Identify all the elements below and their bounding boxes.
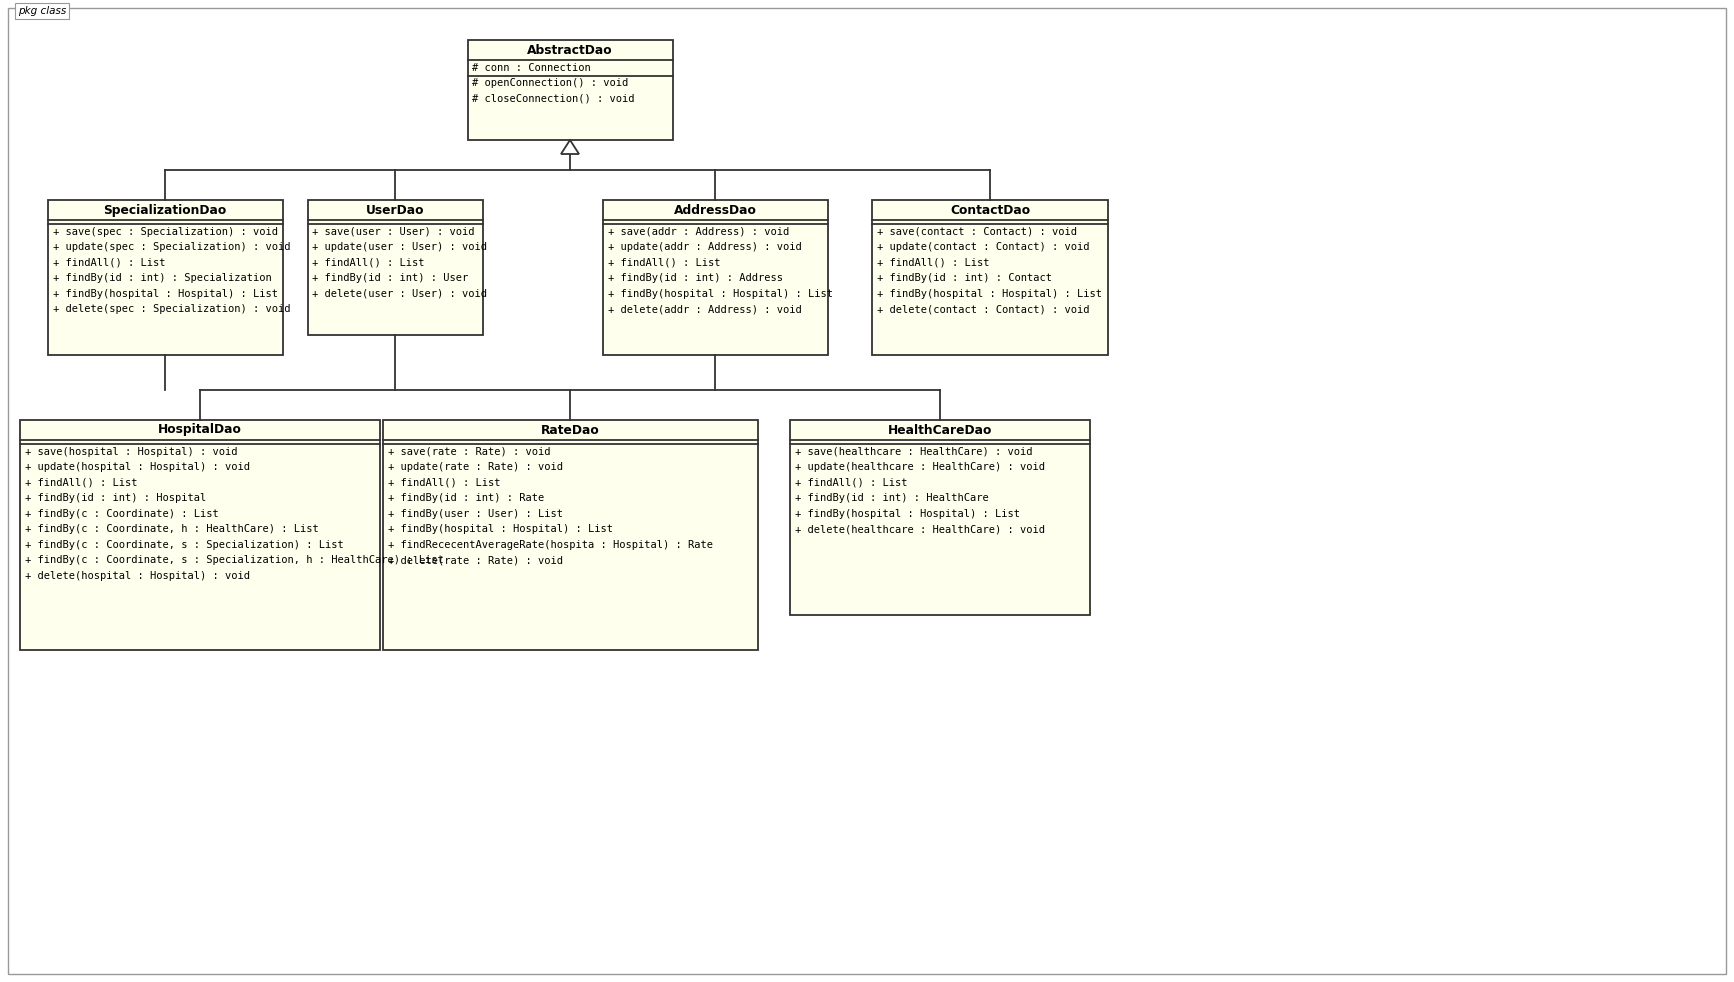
Text: + save(user : User) : void: + save(user : User) : void — [312, 227, 475, 237]
Bar — [872, 200, 1108, 355]
Text: + findRececentAverageRate(hospita : Hospital) : Rate: + findRececentAverageRate(hospita : Hosp… — [387, 540, 713, 550]
Text: + delete(spec : Specialization) : void: + delete(spec : Specialization) : void — [52, 304, 290, 314]
Text: + save(rate : Rate) : void: + save(rate : Rate) : void — [387, 447, 550, 457]
Text: + findBy(c : Coordinate, s : Specialization, h : HealthCare) : List: + findBy(c : Coordinate, s : Specializat… — [24, 555, 444, 566]
Text: + findBy(id : int) : Hospital: + findBy(id : int) : Hospital — [24, 493, 206, 503]
Text: + findBy(id : int) : Contact: + findBy(id : int) : Contact — [877, 273, 1053, 283]
Text: + findBy(id : int) : HealthCare: + findBy(id : int) : HealthCare — [794, 493, 988, 503]
Text: + save(contact : Contact) : void: + save(contact : Contact) : void — [877, 227, 1077, 237]
Text: + findAll() : List: + findAll() : List — [387, 478, 499, 488]
Text: + findBy(hospital : Hospital) : List: + findBy(hospital : Hospital) : List — [52, 289, 277, 299]
Text: + delete(rate : Rate) : void: + delete(rate : Rate) : void — [387, 555, 562, 566]
Text: + findBy(user : User) : List: + findBy(user : User) : List — [387, 509, 562, 518]
Text: + update(contact : Contact) : void: + update(contact : Contact) : void — [877, 243, 1091, 252]
Text: + findBy(hospital : Hospital) : List: + findBy(hospital : Hospital) : List — [607, 289, 832, 299]
Text: + update(hospital : Hospital) : void: + update(hospital : Hospital) : void — [24, 463, 250, 472]
Text: # closeConnection() : void: # closeConnection() : void — [472, 93, 635, 104]
Text: + findAll() : List: + findAll() : List — [24, 478, 137, 488]
Text: + findAll() : List: + findAll() : List — [312, 257, 425, 268]
Text: + update(healthcare : HealthCare) : void: + update(healthcare : HealthCare) : void — [794, 463, 1046, 472]
Text: + update(spec : Specialization) : void: + update(spec : Specialization) : void — [52, 243, 290, 252]
Text: ContactDao: ContactDao — [950, 203, 1030, 216]
Text: + findBy(id : int) : Specialization: + findBy(id : int) : Specialization — [52, 273, 271, 283]
Text: + findAll() : List: + findAll() : List — [794, 478, 907, 488]
Bar — [47, 200, 283, 355]
Text: HospitalDao: HospitalDao — [158, 423, 243, 437]
Text: pkg class: pkg class — [17, 6, 66, 16]
Text: + save(hospital : Hospital) : void: + save(hospital : Hospital) : void — [24, 447, 238, 457]
Bar — [21, 420, 380, 650]
Text: + update(user : User) : void: + update(user : User) : void — [312, 243, 487, 252]
Bar — [468, 40, 673, 140]
Text: + findAll() : List: + findAll() : List — [52, 257, 165, 268]
Text: + findAll() : List: + findAll() : List — [607, 257, 720, 268]
Text: + delete(user : User) : void: + delete(user : User) : void — [312, 289, 487, 299]
Text: HealthCareDao: HealthCareDao — [888, 423, 992, 437]
Bar — [602, 200, 827, 355]
Bar — [791, 420, 1091, 615]
Text: + delete(healthcare : HealthCare) : void: + delete(healthcare : HealthCare) : void — [794, 524, 1046, 534]
Text: + findBy(hospital : Hospital) : List: + findBy(hospital : Hospital) : List — [387, 524, 612, 534]
Text: UserDao: UserDao — [366, 203, 425, 216]
Text: + findBy(c : Coordinate, s : Specialization) : List: + findBy(c : Coordinate, s : Specializat… — [24, 540, 343, 550]
Text: + findBy(id : int) : User: + findBy(id : int) : User — [312, 273, 468, 283]
Bar — [383, 420, 758, 650]
Text: AddressDao: AddressDao — [673, 203, 756, 216]
Text: # conn : Connection: # conn : Connection — [472, 63, 591, 73]
Text: AbstractDao: AbstractDao — [527, 43, 612, 57]
Text: + findBy(hospital : Hospital) : List: + findBy(hospital : Hospital) : List — [794, 509, 1020, 518]
Text: + delete(hospital : Hospital) : void: + delete(hospital : Hospital) : void — [24, 571, 250, 580]
Polygon shape — [562, 140, 579, 154]
Text: + delete(addr : Address) : void: + delete(addr : Address) : void — [607, 304, 801, 314]
Text: + findBy(id : int) : Rate: + findBy(id : int) : Rate — [387, 493, 544, 503]
Text: + delete(contact : Contact) : void: + delete(contact : Contact) : void — [877, 304, 1091, 314]
Text: + save(spec : Specialization) : void: + save(spec : Specialization) : void — [52, 227, 277, 237]
Text: + findBy(hospital : Hospital) : List: + findBy(hospital : Hospital) : List — [877, 289, 1103, 299]
Bar — [307, 200, 482, 335]
Text: + save(addr : Address) : void: + save(addr : Address) : void — [607, 227, 789, 237]
Text: + update(rate : Rate) : void: + update(rate : Rate) : void — [387, 463, 562, 472]
Text: # openConnection() : void: # openConnection() : void — [472, 79, 629, 88]
Text: + save(healthcare : HealthCare) : void: + save(healthcare : HealthCare) : void — [794, 447, 1032, 457]
Text: RateDao: RateDao — [541, 423, 600, 437]
Text: SpecializationDao: SpecializationDao — [104, 203, 227, 216]
Text: + findAll() : List: + findAll() : List — [877, 257, 990, 268]
Text: + findBy(id : int) : Address: + findBy(id : int) : Address — [607, 273, 782, 283]
Text: + findBy(c : Coordinate, h : HealthCare) : List: + findBy(c : Coordinate, h : HealthCare)… — [24, 524, 319, 534]
Text: + update(addr : Address) : void: + update(addr : Address) : void — [607, 243, 801, 252]
Text: + findBy(c : Coordinate) : List: + findBy(c : Coordinate) : List — [24, 509, 218, 518]
